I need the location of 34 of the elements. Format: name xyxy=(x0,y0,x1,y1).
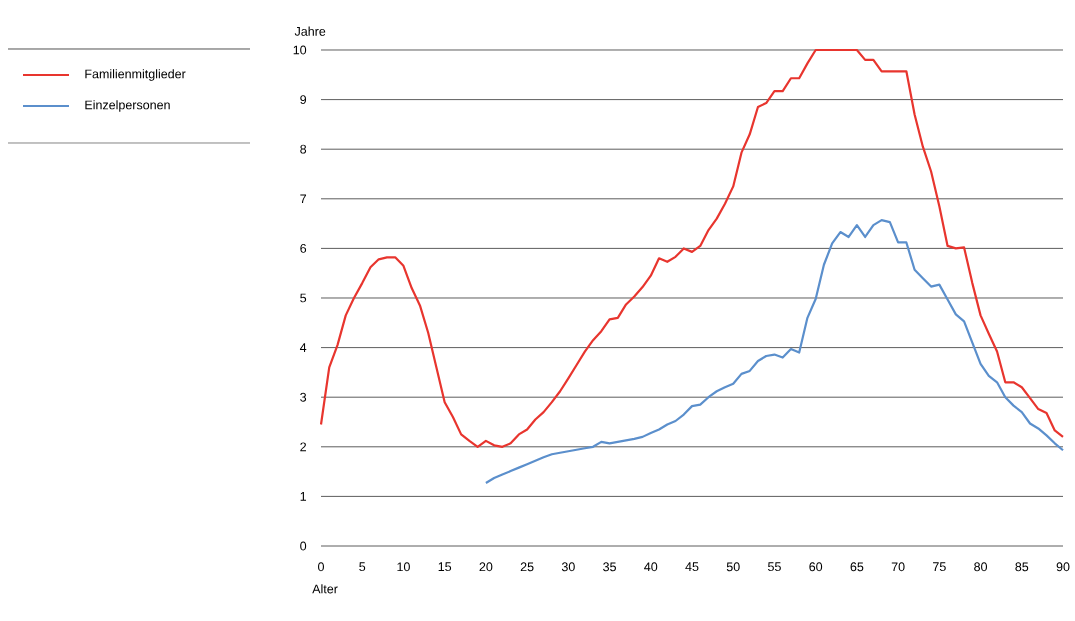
y-tick-label: 6 xyxy=(300,243,307,253)
x-tick-label: 0 xyxy=(318,562,324,572)
x-tick-label: 30 xyxy=(561,562,575,572)
y-tick-label: 8 xyxy=(300,144,307,154)
x-tick-label: 45 xyxy=(685,562,699,572)
x-axis-title: Alter xyxy=(312,584,338,594)
y-axis-title: Jahre xyxy=(294,26,326,36)
x-tick-label: 40 xyxy=(644,562,658,572)
x-tick-label: 55 xyxy=(768,562,781,572)
y-tick-label: 3 xyxy=(300,392,307,402)
y-tick-label: 1 xyxy=(300,492,307,501)
x-tick-label: 65 xyxy=(850,562,864,572)
legend-label: Einzelpersonen xyxy=(85,100,170,112)
x-tick-label: 5 xyxy=(359,562,366,572)
y-tick-label: 2 xyxy=(300,442,307,452)
legend-label: Familienmitglieder xyxy=(85,69,186,81)
x-tick-label: 80 xyxy=(974,562,988,572)
x-tick-label: 25 xyxy=(520,562,534,572)
x-tick-label: 70 xyxy=(891,562,905,572)
x-tick-label: 20 xyxy=(479,562,493,572)
y-tick-label: 0 xyxy=(300,541,307,551)
x-tick-label: 75 xyxy=(933,562,946,572)
x-tick-label: 10 xyxy=(397,562,410,572)
x-tick-label: 85 xyxy=(1015,562,1029,572)
x-tick-label: 35 xyxy=(603,562,616,572)
y-tick-label: 9 xyxy=(300,95,307,105)
y-tick-label: 7 xyxy=(300,194,307,204)
x-tick-label: 15 xyxy=(438,562,452,572)
x-tick-label: 90 xyxy=(1056,562,1070,572)
x-tick-label: 50 xyxy=(726,562,740,572)
y-tick-label: 10 xyxy=(293,45,307,55)
y-tick-label: 4 xyxy=(299,343,307,352)
y-tick-label: 5 xyxy=(300,293,307,303)
x-tick-label: 60 xyxy=(809,562,823,572)
